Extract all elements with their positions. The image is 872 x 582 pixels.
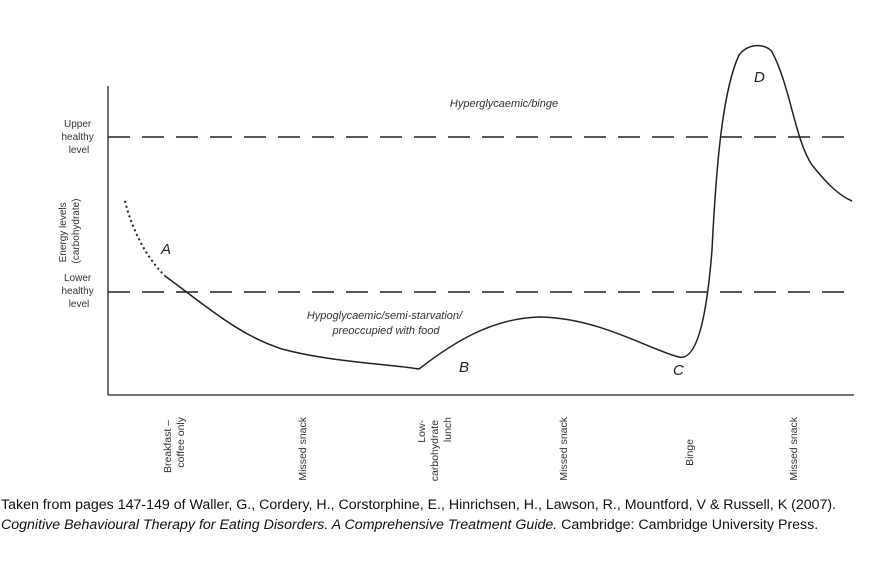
source-caption: Taken from pages 147-149 of Waller, G., … [1, 495, 867, 535]
x-tick-missed-snack-1: Missed snack [297, 416, 309, 480]
point-label-b: B [459, 359, 469, 376]
point-label-c: C [673, 362, 684, 379]
caption-book-title: Cognitive Behavioural Therapy for Eating… [1, 517, 558, 533]
energy-chart: Energy levels (carbohydrate) Upper healt… [58, 44, 854, 481]
x-tick-lunch: Low- carbohydrate lunch [416, 417, 454, 481]
hypoglycaemic-zone-label: Hypoglycaemic/semi-starvation/ preoccupi… [307, 310, 465, 337]
x-tick-missed-snack-3: Missed snack [788, 416, 800, 480]
point-label-d: D [754, 69, 765, 86]
x-tick-binge: Binge [684, 439, 696, 466]
x-tick-breakfast: Breakfast – coffee only [162, 416, 187, 473]
y-axis-label-line-1: Energy levels [58, 202, 69, 262]
upper-healthy-label: Upper healthy level [61, 119, 96, 156]
caption-publisher: Cambridge: Cambridge University Press. [557, 517, 819, 533]
energy-curve [164, 44, 853, 370]
x-tick-missed-snack-2: Missed snack [558, 416, 570, 480]
lower-healthy-label: Lower healthy level [61, 273, 96, 310]
y-axis-label: Energy levels (carbohydrate) [58, 198, 82, 263]
energy-curve-dotted [124, 200, 166, 277]
point-label-a: A [160, 241, 171, 258]
y-axis-label-line-2: (carbohydrate) [71, 198, 82, 263]
hyperglycaemic-zone-label: Hyperglycaemic/binge [450, 98, 558, 110]
caption-citation: Taken from pages 147-149 of Waller, G., … [1, 497, 837, 513]
